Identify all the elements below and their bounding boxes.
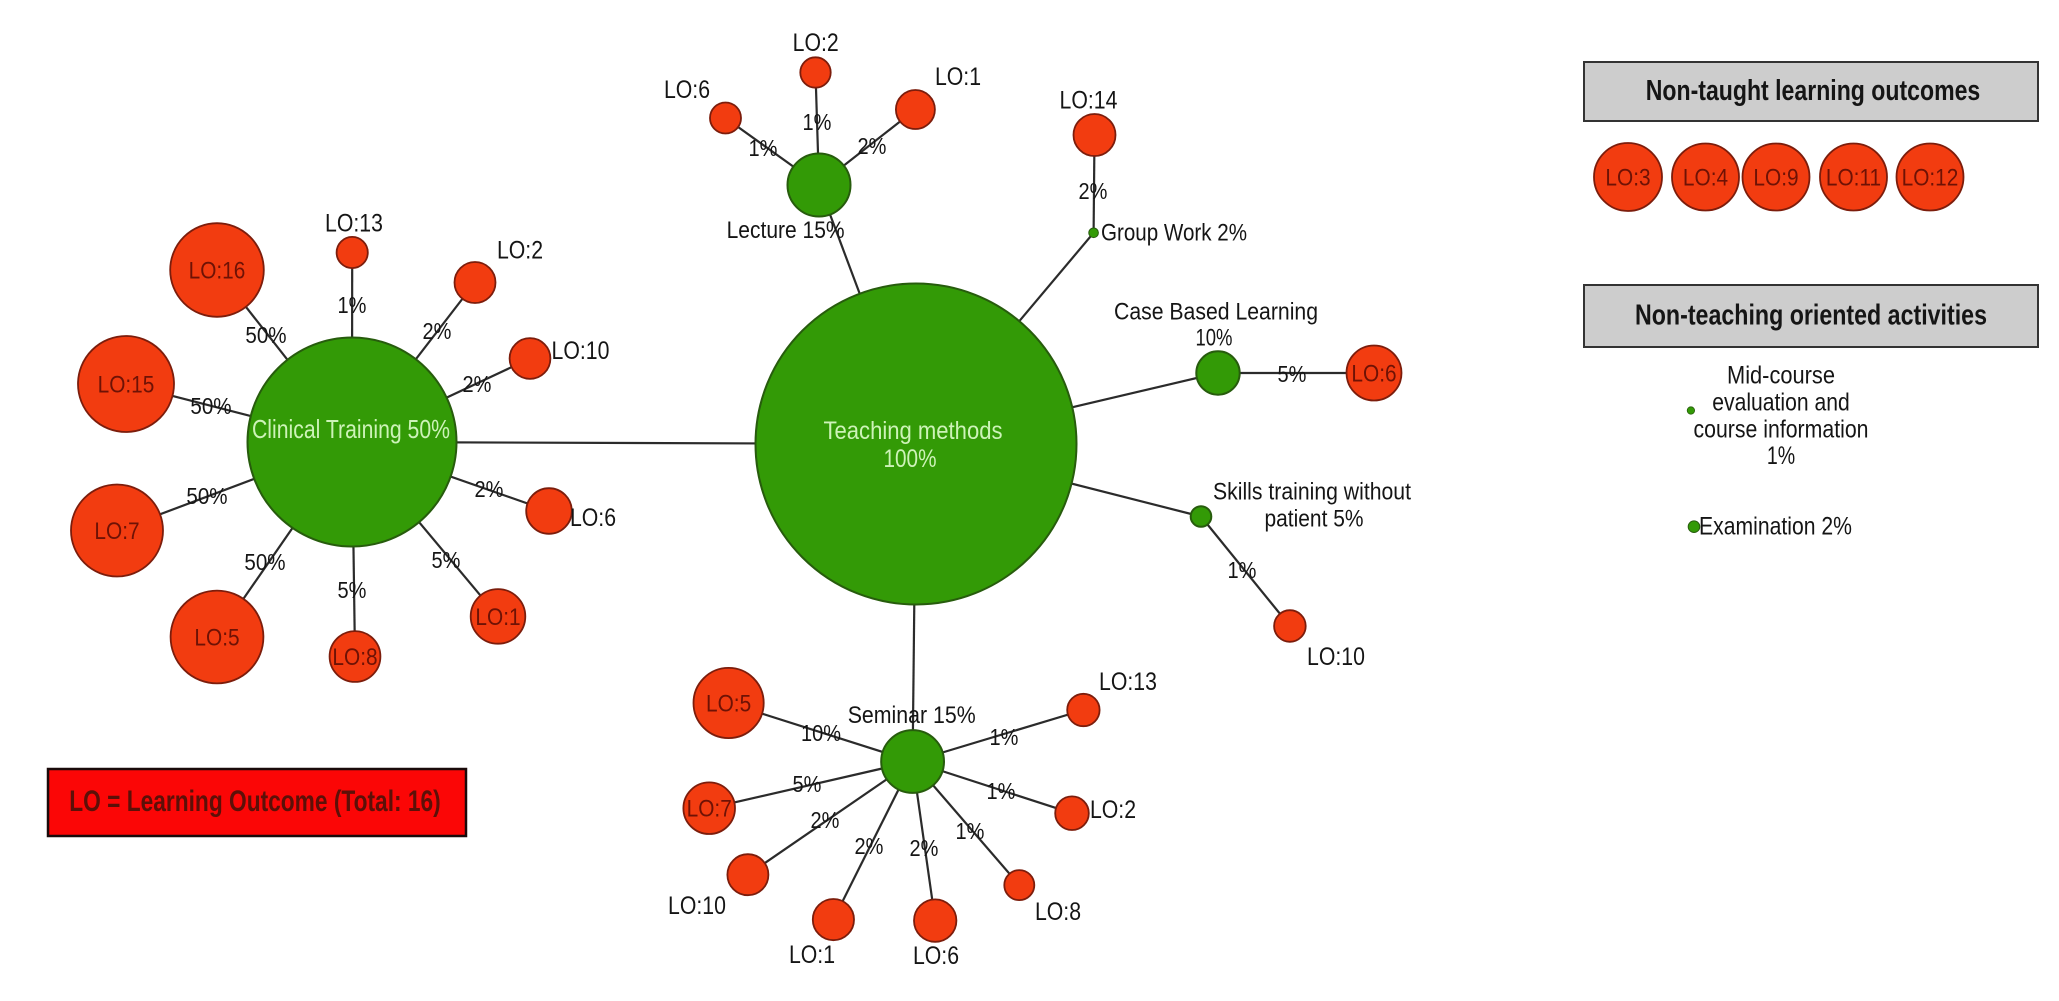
svg-text:1%: 1% [338, 292, 367, 318]
svg-text:100%: 100% [884, 445, 937, 473]
svg-text:LO:15: LO:15 [98, 372, 155, 399]
svg-text:LO:5: LO:5 [706, 691, 751, 718]
svg-text:LO:7: LO:7 [687, 796, 732, 823]
svg-text:50%: 50% [190, 393, 231, 419]
svg-text:Lecture 15%: Lecture 15% [727, 217, 845, 244]
svg-text:LO:13: LO:13 [325, 210, 383, 238]
svg-text:1%: 1% [990, 724, 1019, 750]
svg-text:5%: 5% [432, 547, 461, 573]
svg-text:Case Based Learning: Case Based Learning [1114, 299, 1318, 326]
svg-text:LO:2: LO:2 [497, 237, 543, 265]
svg-text:LO:13: LO:13 [1099, 668, 1157, 696]
svg-text:1%: 1% [956, 818, 985, 844]
svg-text:LO:9: LO:9 [1753, 165, 1798, 192]
svg-text:LO:7: LO:7 [94, 518, 139, 545]
svg-text:5%: 5% [793, 771, 822, 797]
svg-text:LO:6: LO:6 [1351, 361, 1396, 388]
svg-text:LO:6: LO:6 [913, 942, 959, 970]
svg-text:LO:10: LO:10 [668, 892, 726, 920]
svg-text:LO:10: LO:10 [552, 337, 610, 365]
svg-text:patient 5%: patient 5% [1265, 506, 1364, 533]
svg-text:LO:12: LO:12 [1902, 165, 1959, 192]
svg-text:LO:5: LO:5 [194, 625, 239, 652]
svg-text:course information: course information [1694, 416, 1869, 444]
svg-text:5%: 5% [1278, 361, 1307, 387]
svg-text:Non-teaching oriented activiti: Non-teaching oriented activities [1635, 300, 1987, 332]
svg-text:LO:1: LO:1 [789, 941, 835, 969]
svg-text:LO:8: LO:8 [1035, 898, 1081, 926]
svg-text:50%: 50% [186, 483, 227, 509]
svg-text:1%: 1% [749, 135, 778, 161]
svg-text:1%: 1% [987, 778, 1016, 804]
svg-text:LO:2: LO:2 [1090, 796, 1136, 824]
svg-text:2%: 2% [910, 835, 939, 861]
svg-text:LO:4: LO:4 [1683, 165, 1728, 192]
svg-text:2%: 2% [811, 807, 840, 833]
svg-text:Teaching methods: Teaching methods [824, 417, 1003, 445]
svg-text:Examination 2%: Examination 2% [1699, 513, 1852, 541]
svg-text:Group Work 2%: Group Work 2% [1101, 220, 1247, 247]
svg-text:LO:16: LO:16 [189, 258, 246, 285]
svg-text:2%: 2% [858, 133, 887, 159]
svg-text:50%: 50% [244, 549, 285, 575]
svg-text:1%: 1% [1767, 442, 1795, 470]
svg-text:LO = Learning Outcome (Total:: LO = Learning Outcome (Total: 16) [69, 785, 441, 818]
svg-text:2%: 2% [475, 476, 504, 502]
svg-text:Seminar 15%: Seminar 15% [848, 702, 976, 729]
svg-text:LO:1: LO:1 [935, 63, 981, 91]
svg-text:50%: 50% [245, 322, 286, 348]
svg-text:evaluation and: evaluation and [1712, 389, 1849, 417]
svg-text:10%: 10% [801, 720, 841, 746]
svg-text:Non-taught learning outcomes: Non-taught learning outcomes [1646, 75, 1981, 107]
svg-text:LO:6: LO:6 [570, 504, 616, 532]
svg-text:LO:14: LO:14 [1060, 87, 1118, 115]
svg-text:Clinical Training 50%: Clinical Training 50% [252, 414, 450, 444]
svg-text:LO:1: LO:1 [475, 604, 520, 631]
svg-text:LO:10: LO:10 [1307, 643, 1365, 671]
svg-text:2%: 2% [1079, 178, 1108, 204]
svg-text:1%: 1% [803, 109, 832, 135]
svg-text:Mid-course: Mid-course [1727, 362, 1835, 390]
svg-text:2%: 2% [463, 371, 492, 397]
svg-text:LO:11: LO:11 [1826, 165, 1881, 192]
svg-text:2%: 2% [423, 318, 452, 344]
svg-text:LO:2: LO:2 [793, 29, 839, 57]
svg-text:Skills training without: Skills training without [1213, 479, 1411, 506]
svg-text:2%: 2% [855, 833, 884, 859]
svg-text:LO:3: LO:3 [1605, 165, 1650, 192]
svg-text:5%: 5% [338, 577, 367, 603]
svg-text:10%: 10% [1196, 325, 1233, 352]
svg-text:LO:6: LO:6 [664, 76, 710, 104]
svg-text:1%: 1% [1228, 557, 1257, 583]
svg-text:LO:8: LO:8 [332, 644, 377, 671]
